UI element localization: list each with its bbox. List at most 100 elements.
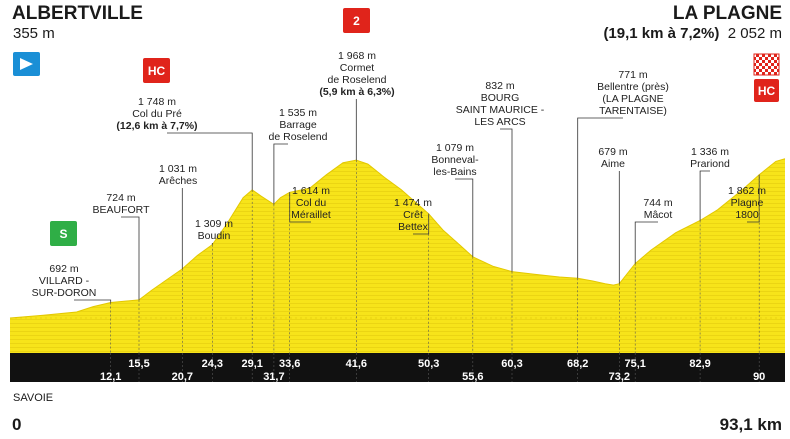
climb-category-badge-icon-col-du-pr: HC: [143, 58, 170, 83]
leader-line-bourg-saint-maurice-les-arcs: [500, 128, 513, 272]
km-marks: 15,5 24,3 29,1 33,6 41,6 50,3 60,3 68,2 75,1 82,9…: [100, 353, 765, 383]
svg-text:HC: HC: [758, 84, 776, 98]
waypoint-name-line: Crêt: [403, 209, 423, 221]
waypoint-label-m-cot: 744 m Mâcot: [643, 197, 672, 221]
finish-altitude: 2 052 m: [728, 25, 782, 42]
waypoint-name-line: LES ARCS: [474, 116, 525, 128]
finish-info-line: (19,1 km à 7,2%) 2 052 m: [603, 25, 782, 42]
waypoint-name-line: SAINT MAURICE -: [456, 104, 545, 116]
waypoint-name-line: Bellentre (près): [597, 81, 669, 93]
waypoint-name-line: Boudin: [198, 230, 231, 242]
waypoint-label-aime: 679 m Aime: [598, 146, 627, 170]
waypoint-label-col-du-m-raillet: 1 614 m Col du Méraillet: [291, 185, 331, 221]
elevation-profile-outline: [9, 158, 786, 319]
km-mark-label-bottom: 31,7: [263, 371, 284, 383]
badge-text: HC: [148, 64, 166, 78]
waypoint-altitude: 1 309 m: [195, 218, 233, 230]
km-mark-label-top: 68,2: [567, 358, 588, 370]
waypoint-label-beaufort: 724 m BEAUFORT: [93, 192, 151, 216]
end-km-label: 93,1 km: [720, 415, 782, 434]
waypoint-labels: 692 m VILLARD -SUR-DORON 724 m BEAUFORT 1 03…: [32, 50, 767, 299]
waypoint-name-line: BOURG: [481, 92, 520, 104]
leader-line-bellentre: [577, 117, 623, 279]
waypoint-altitude: 1 336 m: [691, 146, 729, 158]
waypoint-name-line: de Roselend: [269, 131, 328, 143]
waypoint-altitude: 744 m: [643, 197, 672, 209]
waypoint-name-line: Plagne: [731, 197, 764, 209]
waypoint-label-bellentre: 771 m Bellentre (près) (LA PLAGNE TARENTAIS…: [597, 69, 669, 117]
waypoint-label-bonneval-les-bains: 1 079 m Bonneval-les-Bains: [431, 142, 479, 178]
waypoint-label-col-du-pr: 1 748 m Col du Pré (12,6 km à 7,7%): [116, 96, 197, 132]
waypoint-altitude: 1 614 m: [292, 185, 330, 197]
leader-line-col-du-pr: [167, 132, 253, 190]
waypoint-label-barrage-de-roselend: 1 535 m Barrage de Roselend: [269, 107, 328, 143]
waypoint-label-ar-ches: 1 031 m Arêches: [159, 163, 198, 187]
waypoint-leader-lines: [74, 99, 760, 353]
climb-badges: S HC 2: [50, 8, 370, 246]
leader-line-barrage-de-roselend: [273, 143, 288, 205]
waypoint-label-cormet-de-roselend: 1 968 m Cormet de Roselend (5,9 km à 6,3%): [319, 50, 394, 98]
region-label: SAVOIE: [13, 392, 53, 404]
waypoint-climb-details: (5,9 km à 6,3%): [319, 86, 394, 98]
waypoint-name-line: Mâcot: [644, 209, 673, 221]
waypoint-name-line: Prariond: [690, 158, 730, 170]
waypoint-name-line: TARENTAISE): [599, 105, 667, 117]
start-flag-icon: [13, 52, 40, 76]
waypoint-name-line: SUR-DORON: [32, 287, 97, 299]
waypoint-name-line: Cormet: [340, 62, 375, 74]
sprint-badge-icon-villard-sur-doron: S: [50, 221, 77, 246]
waypoint-label-villard-sur-doron: 692 m VILLARD -SUR-DORON: [32, 263, 97, 299]
km-band: [10, 353, 785, 382]
leader-line-villard-sur-doron: [74, 299, 112, 303]
km-mark-label-top: 50,3: [418, 358, 439, 370]
waypoint-name-line: les-Bains: [433, 166, 476, 178]
km-mark-label-top: 75,1: [624, 358, 645, 370]
waypoint-name-line: Bonneval-: [431, 154, 479, 166]
waypoint-altitude: 1 474 m: [394, 197, 432, 209]
waypoint-label-boudin: 1 309 m Boudin: [195, 218, 233, 242]
elevation-profile-area: [10, 158, 785, 353]
waypoint-name-line: Méraillet: [291, 209, 331, 221]
km-mark-label-top: 33,6: [279, 358, 300, 370]
waypoint-name-line: Col du Pré: [132, 108, 182, 120]
waypoint-label-cr-t-bettex: 1 474 m Crêt Bettex: [394, 197, 432, 233]
waypoint-name-line: BEAUFORT: [93, 204, 151, 216]
waypoint-altitude: 692 m: [49, 263, 78, 275]
waypoint-label-prariond: 1 336 m Prariond: [690, 146, 730, 170]
waypoint-name-line: Bettex: [398, 221, 429, 233]
km-mark-label-top: 24,3: [202, 358, 223, 370]
km-mark-label-bottom: 55,6: [462, 371, 483, 383]
waypoint-altitude: 1 535 m: [279, 107, 317, 119]
waypoint-altitude: 1 079 m: [436, 142, 474, 154]
start-town-name: ALBERTVILLE: [12, 3, 143, 24]
finish-checkered-flag-icon: [753, 53, 780, 76]
climb-category-badge-icon-cormet-de-roselend: 2: [343, 8, 370, 33]
km-mark-label-top: 60,3: [501, 358, 522, 370]
km-mark-label-bottom: 73,2: [609, 371, 630, 383]
waypoint-name-line: VILLARD -: [39, 275, 90, 287]
finish-climb-details: (19,1 km à 7,2%): [603, 25, 719, 42]
waypoint-altitude: 1 862 m: [728, 185, 766, 197]
km-mark-label-bottom: 90: [753, 371, 765, 383]
km-mark-label-bottom: 20,7: [172, 371, 193, 383]
km-mark-label-top: 15,5: [128, 358, 149, 370]
waypoint-altitude: 724 m: [106, 192, 135, 204]
waypoint-altitude: 1 748 m: [138, 96, 176, 108]
km-mark-label-bottom: 12,1: [100, 371, 121, 383]
leader-line-beaufort: [121, 216, 140, 300]
waypoint-name-line: Aime: [601, 158, 625, 170]
start-altitude: 355 m: [13, 25, 55, 42]
km-mark-label-top: 41,6: [346, 358, 367, 370]
km-mark-label-top: 29,1: [241, 358, 262, 370]
finish-hc-climb-icon: HC: [754, 79, 779, 102]
badge-text: 2: [353, 14, 360, 28]
waypoint-label-bourg-saint-maurice-les-arcs: 832 m BOURG SAINT MAURICE -LES ARCS: [456, 80, 545, 128]
waypoint-altitude: 771 m: [618, 69, 647, 81]
km-mark-label-top: 82,9: [689, 358, 710, 370]
waypoint-name-line: (LA PLAGNE: [602, 93, 663, 105]
finish-town-name: LA PLAGNE: [673, 3, 782, 24]
waypoint-name-line: Col du: [296, 197, 327, 209]
leader-line-plagne-1800: [747, 174, 760, 223]
start-km-label: 0: [12, 415, 21, 434]
